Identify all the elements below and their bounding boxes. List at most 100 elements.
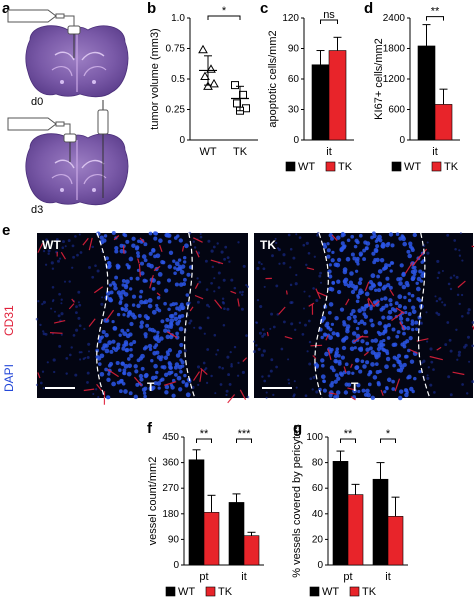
legend-label-wt: WT	[178, 586, 195, 598]
dapi-nucleus	[260, 263, 263, 266]
dapi-nucleus	[358, 233, 363, 238]
y-tick-label: 0.5	[171, 74, 185, 85]
dapi-nucleus	[153, 381, 158, 386]
bar-tk	[434, 104, 453, 141]
dapi-nucleus	[129, 276, 133, 281]
dapi-nucleus	[129, 321, 134, 327]
dapi-nucleus	[371, 251, 376, 256]
dapi-nucleus	[42, 249, 46, 253]
micro-label-wt: WT	[42, 238, 61, 252]
dapi-nucleus	[352, 314, 357, 319]
dapi-nucleus	[355, 326, 360, 331]
dapi-nucleus	[174, 373, 178, 377]
dapi-nucleus	[228, 260, 231, 263]
cd31-vessel	[83, 388, 95, 392]
dapi-nucleus	[104, 333, 109, 338]
dapi-nucleus	[467, 308, 471, 312]
dapi-nucleus	[404, 310, 408, 315]
dapi-nucleus	[136, 254, 141, 258]
dapi-nucleus	[343, 244, 347, 248]
dapi-nucleus	[196, 365, 201, 369]
dapi-nucleus	[257, 261, 261, 264]
dapi-nucleus	[79, 358, 82, 361]
dapi-nucleus	[150, 375, 156, 381]
data-point-wt	[203, 81, 213, 90]
dapi-nucleus	[178, 326, 184, 332]
dapi-nucleus	[129, 353, 134, 358]
dapi-nucleus	[435, 299, 439, 303]
dapi-nucleus	[263, 285, 266, 288]
cd31-vessel	[452, 371, 465, 376]
dapi-nucleus	[345, 326, 350, 331]
cd31-vessel	[210, 259, 224, 265]
data-point-tk	[231, 81, 239, 90]
bar-wt	[188, 459, 205, 566]
legend-swatch-wt	[285, 161, 296, 172]
dapi-nucleus	[101, 346, 106, 351]
dapi-nucleus	[256, 298, 260, 302]
dapi-nucleus	[465, 392, 469, 395]
y-tick-label: 180	[162, 509, 179, 520]
dapi-nucleus	[125, 279, 130, 285]
cd31-vessel	[350, 396, 356, 401]
dapi-nucleus	[411, 389, 415, 394]
dapi-nucleus	[173, 236, 178, 240]
y-tick-label: 0	[173, 560, 179, 571]
dapi-nucleus	[205, 288, 209, 291]
dapi-nucleus	[123, 389, 128, 394]
dapi-nucleus	[326, 242, 330, 246]
dapi-nucleus	[225, 393, 228, 397]
dapi-nucleus	[111, 381, 116, 387]
dapi-nucleus	[320, 374, 326, 380]
significance-bracket	[196, 438, 212, 443]
dapi-nucleus	[394, 301, 399, 306]
dapi-nucleus	[311, 388, 314, 391]
dapi-nucleus	[170, 385, 175, 390]
dapi-nucleus	[367, 382, 372, 387]
dapi-nucleus	[360, 339, 365, 344]
dapi-nucleus	[389, 261, 394, 265]
dapi-nucleus	[240, 293, 244, 296]
dapi-nucleus	[432, 368, 435, 371]
dapi-nucleus	[290, 322, 294, 326]
dapi-nucleus	[236, 374, 240, 377]
y-tick-label: 0	[179, 135, 185, 146]
dapi-nucleus	[35, 317, 39, 321]
x-tick-label: it	[385, 571, 391, 583]
dapi-nucleus	[163, 301, 167, 306]
dapi-nucleus	[51, 286, 55, 289]
x-tick-label: WT	[199, 146, 216, 158]
panel-letter-e: e	[2, 222, 11, 239]
dapi-nucleus	[386, 323, 392, 328]
dapi-nucleus	[376, 381, 381, 385]
bar-wt	[332, 461, 349, 566]
dapi-nucleus	[78, 351, 81, 354]
dapi-nucleus	[377, 321, 383, 326]
dapi-nucleus	[430, 360, 434, 364]
cd31-vessel	[199, 369, 203, 382]
dapi-nucleus	[51, 300, 54, 303]
y-axis-label: vessel count/mm2	[147, 457, 159, 546]
dapi-nucleus	[389, 315, 393, 320]
dapi-nucleus	[364, 291, 370, 297]
dapi-nucleus	[366, 392, 371, 398]
dapi-nucleus	[382, 338, 386, 343]
cd31-vessel	[139, 237, 145, 243]
dapi-nucleus	[203, 332, 206, 335]
dapi-nucleus	[126, 357, 131, 361]
dapi-nucleus	[143, 394, 147, 399]
cd31-vessel	[347, 387, 355, 391]
dapi-nucleus	[362, 248, 367, 253]
dapi-nucleus	[287, 378, 290, 381]
dapi-nucleus	[463, 345, 467, 349]
dapi-nucleus	[116, 290, 122, 295]
dapi-nucleus	[358, 253, 363, 257]
dapi-nucleus	[346, 315, 352, 321]
dapi-nucleus	[289, 247, 293, 251]
dapi-nucleus	[378, 369, 382, 374]
dapi-nucleus	[388, 285, 393, 290]
dapi-nucleus	[177, 349, 183, 355]
dapi-nucleus	[123, 363, 129, 369]
dapi-nucleus	[222, 323, 226, 327]
dapi-nucleus	[455, 275, 459, 279]
